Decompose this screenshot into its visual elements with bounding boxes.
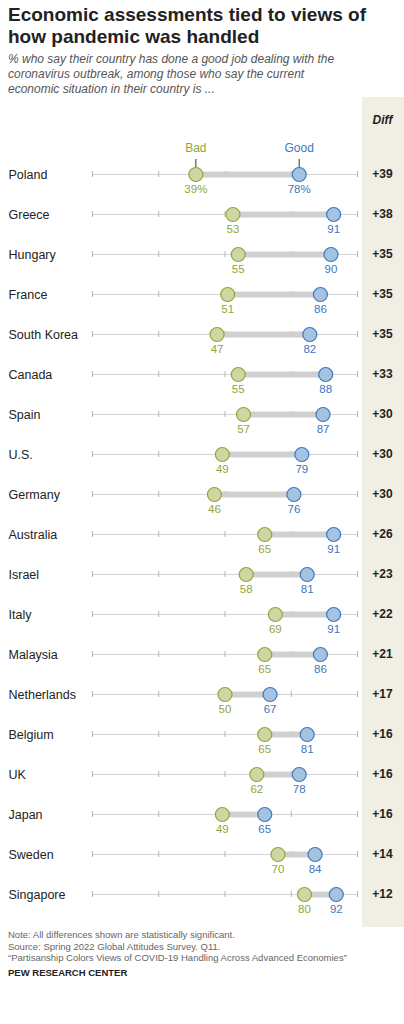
svg-text:87: 87 bbox=[317, 423, 330, 435]
svg-text:86: 86 bbox=[314, 663, 327, 675]
svg-text:+16: +16 bbox=[372, 727, 393, 741]
svg-text:51: 51 bbox=[221, 303, 234, 315]
svg-text:70: 70 bbox=[272, 863, 285, 875]
svg-text:+26: +26 bbox=[372, 527, 393, 541]
svg-text:+21: +21 bbox=[372, 647, 393, 661]
svg-text:+33: +33 bbox=[372, 367, 393, 381]
svg-text:62: 62 bbox=[250, 783, 263, 795]
svg-text:78%: 78% bbox=[288, 183, 311, 195]
svg-text:65: 65 bbox=[258, 823, 271, 835]
svg-text:Malaysia: Malaysia bbox=[9, 648, 58, 662]
html-text:% who say their country has do: % who say their country has done a good … bbox=[8, 52, 335, 96]
svg-text:80: 80 bbox=[298, 903, 311, 915]
svg-text:+35: +35 bbox=[372, 247, 393, 261]
svg-text:Hungary: Hungary bbox=[9, 248, 57, 262]
svg-text:76: 76 bbox=[288, 503, 301, 515]
svg-text:+30: +30 bbox=[372, 487, 393, 501]
svg-text:81: 81 bbox=[301, 583, 314, 595]
html-text:Note: All differences shown ar: Note: All differences shown are statisti… bbox=[8, 929, 235, 940]
svg-text:81: 81 bbox=[301, 743, 314, 755]
svg-text:Australia: Australia bbox=[9, 528, 58, 542]
svg-text:+23: +23 bbox=[372, 567, 393, 581]
svg-text:+35: +35 bbox=[372, 327, 393, 341]
svg-text:Italy: Italy bbox=[9, 608, 33, 622]
svg-text:Sweden: Sweden bbox=[9, 848, 54, 862]
svg-text:78: 78 bbox=[293, 783, 306, 795]
svg-text:47: 47 bbox=[211, 343, 224, 355]
svg-text:+12: +12 bbox=[372, 887, 393, 901]
svg-text:39%: 39% bbox=[184, 183, 207, 195]
svg-text:46: 46 bbox=[208, 503, 221, 515]
svg-text:86: 86 bbox=[314, 303, 327, 315]
svg-text:Germany: Germany bbox=[9, 488, 61, 502]
html-text:Source: Spring 2022 Global Att: Source: Spring 2022 Global Attitudes Sur… bbox=[8, 940, 221, 952]
svg-text:67: 67 bbox=[264, 703, 277, 715]
svg-text:+22: +22 bbox=[372, 607, 393, 621]
svg-text:+38: +38 bbox=[372, 207, 393, 221]
svg-text:49: 49 bbox=[216, 463, 229, 475]
html-text:Economic assessments tied to v: Economic assessments tied to views of ho… bbox=[8, 4, 366, 47]
svg-text:Netherlands: Netherlands bbox=[9, 688, 76, 702]
svg-text:82: 82 bbox=[303, 343, 316, 355]
svg-text:France: France bbox=[9, 288, 48, 302]
svg-text:Belgium: Belgium bbox=[9, 728, 54, 742]
svg-text:+17: +17 bbox=[372, 687, 393, 701]
svg-text:+16: +16 bbox=[372, 767, 393, 781]
svg-text:UK: UK bbox=[9, 768, 27, 782]
html-text:PEW RESEARCH CENTER: PEW RESEARCH CENTER bbox=[8, 966, 128, 978]
svg-text:+16: +16 bbox=[372, 807, 393, 821]
svg-text:79: 79 bbox=[295, 463, 308, 475]
svg-text:91: 91 bbox=[327, 543, 340, 555]
svg-text:88: 88 bbox=[319, 383, 332, 395]
svg-text:+35: +35 bbox=[372, 287, 393, 301]
svg-text:57: 57 bbox=[237, 423, 250, 435]
svg-text:Greece: Greece bbox=[9, 208, 50, 222]
svg-text:58: 58 bbox=[240, 583, 253, 595]
svg-text:92: 92 bbox=[330, 903, 343, 915]
svg-text:Diff: Diff bbox=[373, 113, 394, 127]
svg-text:U.S.: U.S. bbox=[9, 448, 33, 462]
svg-text:55: 55 bbox=[232, 383, 245, 395]
svg-text:91: 91 bbox=[327, 623, 340, 635]
svg-text:65: 65 bbox=[258, 543, 271, 555]
svg-text:65: 65 bbox=[258, 663, 271, 675]
svg-text:90: 90 bbox=[325, 263, 338, 275]
svg-text:69: 69 bbox=[269, 623, 282, 635]
svg-text:Canada: Canada bbox=[9, 368, 53, 382]
svg-text:55: 55 bbox=[232, 263, 245, 275]
svg-text:Japan: Japan bbox=[9, 808, 43, 822]
svg-text:Poland: Poland bbox=[9, 168, 48, 182]
svg-text:Singapore: Singapore bbox=[9, 888, 66, 902]
svg-text:Israel: Israel bbox=[9, 568, 40, 582]
svg-text:91: 91 bbox=[327, 223, 340, 235]
svg-text:+30: +30 bbox=[372, 407, 393, 421]
svg-text:South Korea: South Korea bbox=[9, 328, 79, 342]
svg-text:53: 53 bbox=[227, 223, 240, 235]
html-text:“Partisanship Colors Views of: “Partisanship Colors Views of COVID-19 H… bbox=[8, 952, 347, 963]
svg-text:84: 84 bbox=[309, 863, 322, 875]
svg-text:+14: +14 bbox=[372, 847, 393, 861]
svg-text:+30: +30 bbox=[372, 447, 393, 461]
svg-text:50: 50 bbox=[219, 703, 232, 715]
svg-text:Spain: Spain bbox=[9, 408, 41, 422]
svg-text:49: 49 bbox=[216, 823, 229, 835]
svg-text:Good: Good bbox=[285, 141, 314, 155]
svg-text:+39: +39 bbox=[372, 167, 393, 181]
svg-text:Bad: Bad bbox=[185, 141, 206, 155]
svg-text:65: 65 bbox=[258, 743, 271, 755]
